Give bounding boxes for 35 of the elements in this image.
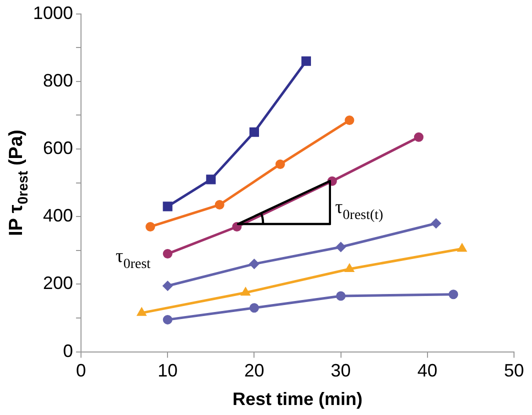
point bbox=[431, 218, 441, 228]
x-tick-label: 10 bbox=[158, 360, 178, 381]
y-tick-label: 800 bbox=[42, 70, 74, 90]
point bbox=[249, 303, 259, 313]
point bbox=[336, 242, 346, 252]
point bbox=[162, 202, 172, 212]
point bbox=[162, 281, 172, 291]
point bbox=[275, 159, 285, 169]
x-tick-label: 0 bbox=[76, 360, 86, 381]
x-tick-label: 30 bbox=[330, 360, 351, 381]
y-tick-label: 400 bbox=[42, 206, 74, 226]
y-tick-label: 200 bbox=[42, 273, 74, 294]
point bbox=[206, 174, 216, 184]
point bbox=[146, 222, 156, 232]
y-tick-label: 0 bbox=[63, 340, 74, 361]
point bbox=[214, 200, 224, 210]
x-axis-title: Rest time (min) bbox=[232, 389, 363, 410]
point bbox=[344, 116, 354, 126]
x-tick-label: 40 bbox=[417, 360, 438, 381]
point bbox=[162, 249, 172, 259]
x-tick-label: 20 bbox=[244, 360, 264, 381]
point bbox=[448, 290, 458, 300]
point bbox=[458, 244, 466, 252]
point bbox=[336, 291, 346, 301]
x-tick-label: 50 bbox=[504, 360, 524, 381]
point bbox=[162, 314, 172, 324]
point bbox=[249, 259, 259, 269]
point bbox=[241, 288, 250, 296]
point bbox=[345, 264, 354, 272]
y-tick-label: 600 bbox=[42, 138, 74, 158]
point bbox=[301, 56, 311, 66]
point bbox=[414, 132, 424, 142]
point bbox=[249, 127, 260, 137]
y-tick-label: 1000 bbox=[32, 2, 74, 23]
y-axis-title: IP τ0rest (Pa) bbox=[6, 130, 31, 236]
